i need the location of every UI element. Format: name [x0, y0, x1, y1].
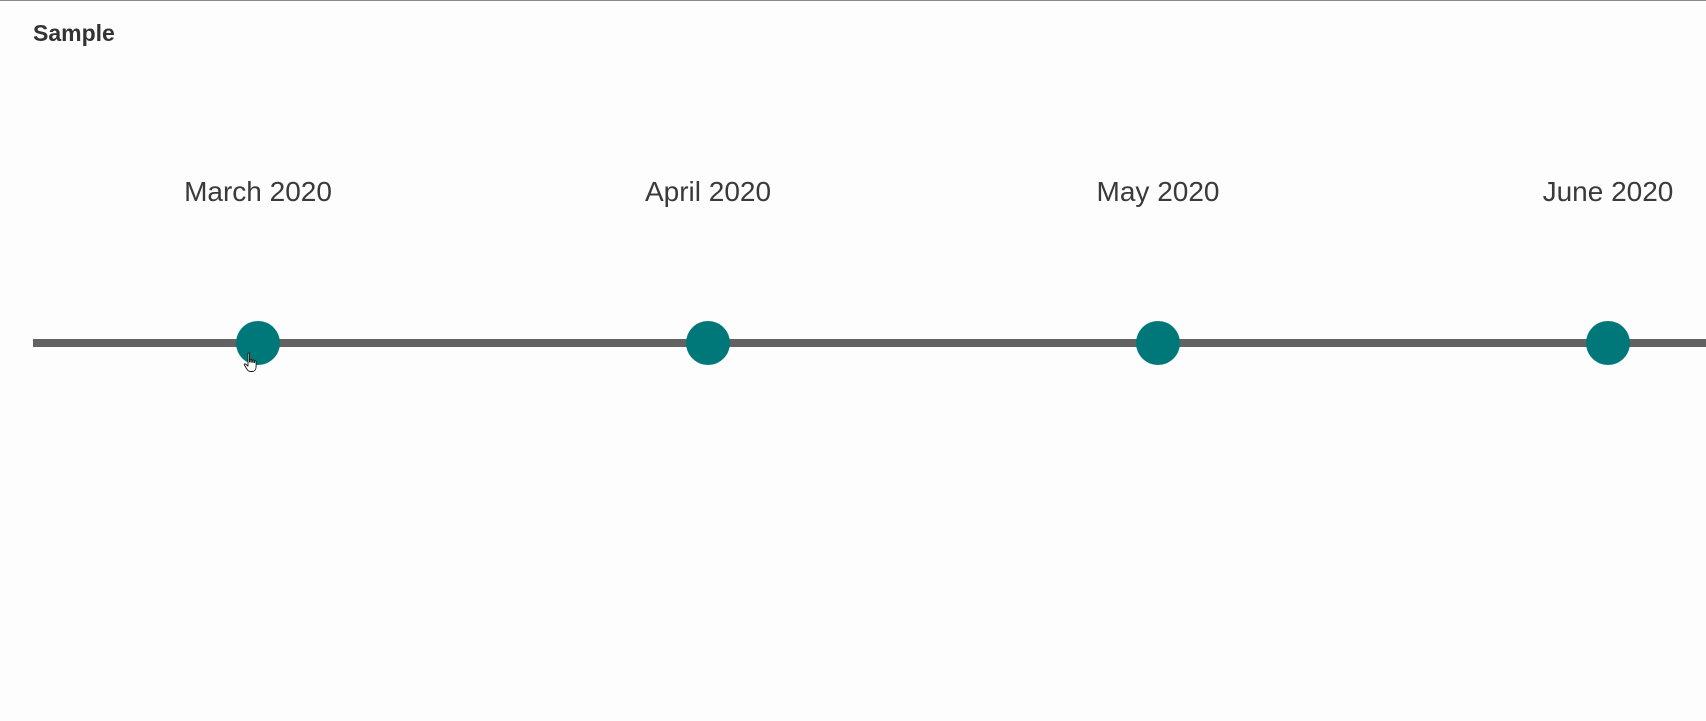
- milestone-dot-may[interactable]: [1136, 321, 1180, 365]
- milestone-label-may: May 2020: [1096, 176, 1220, 207]
- milestone-dot-march[interactable]: [236, 321, 280, 365]
- milestone-dot-april[interactable]: [686, 321, 730, 365]
- milestone-label-june: June 2020: [1542, 176, 1674, 207]
- milestone-dot-june[interactable]: [1586, 321, 1630, 365]
- timeline-line: [33, 339, 1706, 347]
- page-title: Sample: [33, 20, 115, 46]
- top-border: [0, 0, 1706, 1]
- milestone-label-april: April 2020: [644, 176, 772, 207]
- milestone-label-march: March 2020: [184, 176, 332, 207]
